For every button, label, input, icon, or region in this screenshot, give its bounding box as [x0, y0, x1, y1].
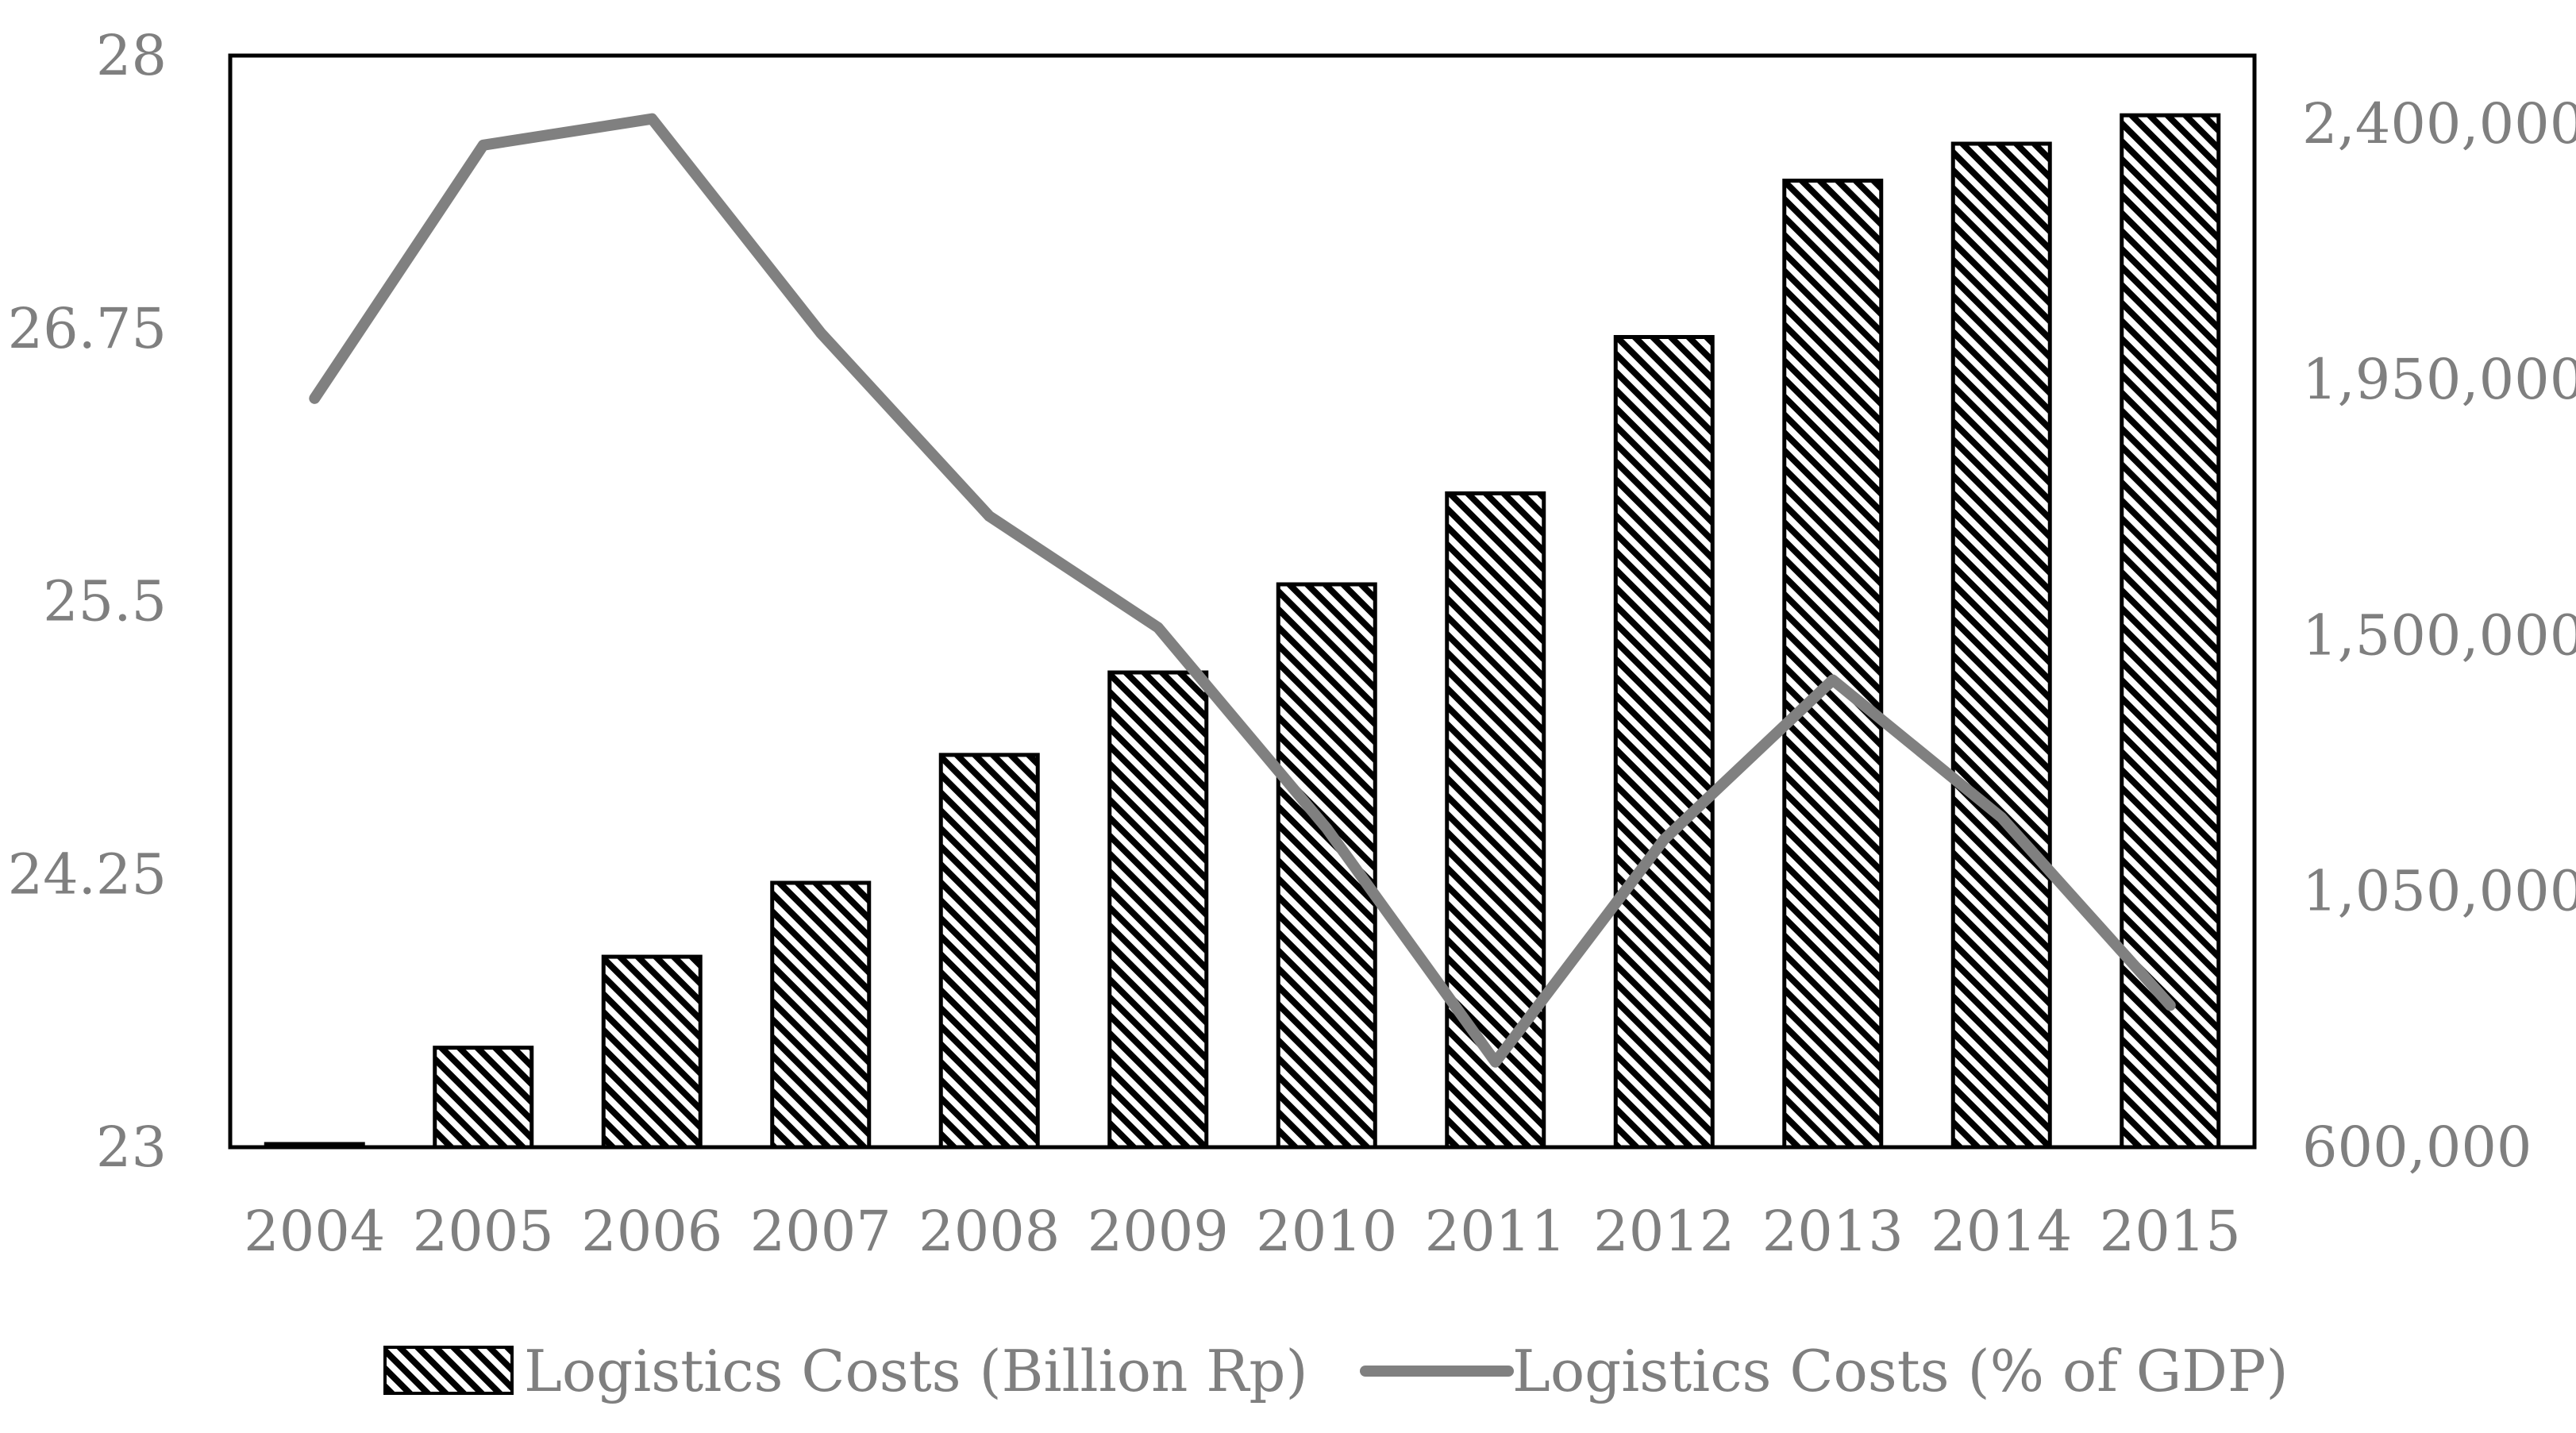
legend-swatch-bars [383, 1346, 514, 1395]
bar-2005 [433, 1046, 534, 1150]
line-point-2006 [651, 117, 653, 120]
x-tick-label: 2015 [2100, 1199, 2241, 1264]
x-tick-label: 2006 [581, 1199, 722, 1264]
legend-label-bars: Logistics Costs (Billion Rp) [524, 1338, 1308, 1404]
x-tick-label: 2010 [1256, 1199, 1397, 1264]
legend-label-line: Logistics Costs (% of GDP) [1512, 1338, 2289, 1404]
right-tick-label: 1,500,000 [2302, 603, 2576, 668]
right-tick-label: 1,950,000 [2302, 347, 2576, 412]
x-tick-label: 2014 [1931, 1199, 2072, 1264]
x-tick-label: 2004 [244, 1199, 385, 1264]
bar-2008 [938, 753, 1040, 1150]
line-point-2011 [1494, 1061, 1496, 1063]
left-tick-label: 23 [96, 1115, 167, 1180]
bar-2006 [601, 954, 703, 1150]
left-tick-label: 28 [96, 23, 167, 88]
left-tick-label: 24.25 [8, 842, 167, 907]
x-tick-label: 2005 [413, 1199, 554, 1264]
line-point-2010 [1326, 827, 1328, 830]
bar-2004 [264, 1142, 365, 1150]
left-tick-label: 26.75 [8, 296, 167, 361]
line-point-2004 [314, 397, 316, 399]
line-series [309, 113, 2176, 1068]
line-point-2014 [2000, 816, 2003, 819]
line-point-2015 [2169, 1004, 2171, 1007]
line-point-2008 [988, 515, 991, 518]
x-tick-label: 2009 [1088, 1199, 1229, 1264]
line-point-2012 [1663, 838, 1665, 841]
legend: Logistics Costs (Billion Rp) Logistics C… [383, 1338, 2289, 1404]
x-tick-label: 2011 [1425, 1199, 1566, 1264]
bar-2010 [1276, 582, 1377, 1150]
bar-2015 [2120, 113, 2221, 1150]
x-tick-label: 2013 [1762, 1199, 1904, 1264]
line-point-2005 [482, 144, 484, 146]
right-tick-label: 1,050,000 [2302, 859, 2576, 924]
right-tick-label: 2,400,000 [2302, 91, 2576, 156]
line-point-2013 [1831, 679, 1834, 681]
line-point-2009 [1157, 626, 1159, 629]
right-tick-label: 600,000 [2302, 1115, 2532, 1180]
gdp-share-line [309, 113, 2176, 1068]
left-axis: 23 24.25 25.5 26.75 28 [8, 23, 167, 1180]
bar-2013 [1782, 179, 1884, 1150]
bar-2009 [1107, 670, 1209, 1150]
bar-2007 [770, 880, 872, 1150]
bar-2012 [1613, 334, 1715, 1150]
x-tick-label: 2012 [1593, 1199, 1735, 1264]
line-point-2007 [819, 332, 822, 334]
x-tick-label: 2007 [750, 1199, 891, 1264]
right-axis: 600,000 1,050,000 1,500,000 1,950,000 2,400,… [2302, 91, 2576, 1180]
left-tick-label: 25.5 [43, 569, 167, 634]
bar-2014 [1950, 141, 2052, 1150]
x-axis: 2004 2005 2006 2007 2008 2009 2010 2011 2012 2013… [244, 1199, 2241, 1264]
plot-area [228, 53, 2257, 1150]
x-tick-label: 2008 [918, 1199, 1060, 1264]
bar-2011 [1445, 491, 1546, 1150]
bar-series [264, 113, 2221, 1150]
